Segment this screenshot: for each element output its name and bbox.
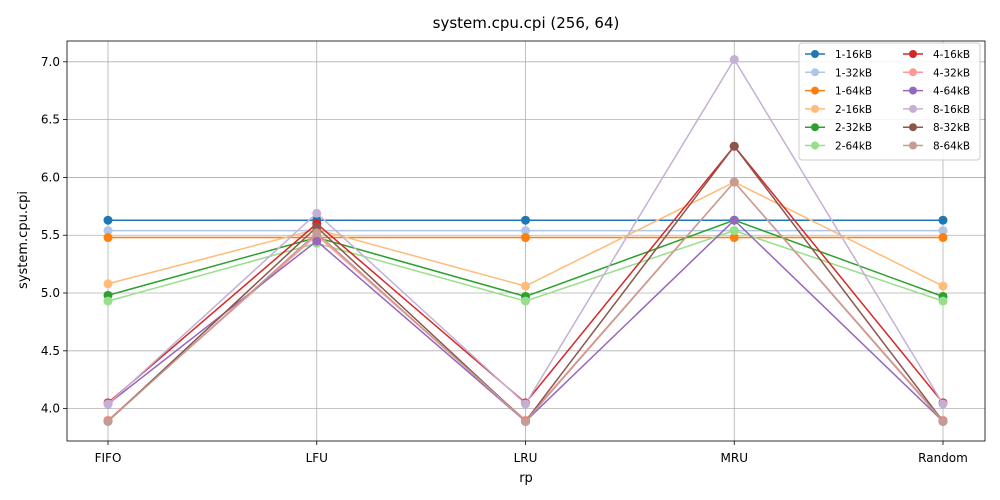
legend-item: 2-32kB <box>805 122 872 134</box>
legend-marker <box>811 50 819 58</box>
x-tick-label: Random <box>918 451 968 465</box>
legend-item: 8-64kB <box>903 141 970 153</box>
y-axis-ticks: 4.0 4.5 5.0 5.5 6.0 6.5 7.0 <box>41 55 67 416</box>
legend-item: 4-64kB <box>903 86 970 98</box>
data-point <box>938 226 948 236</box>
legend-marker <box>909 141 917 150</box>
series-group <box>103 54 948 426</box>
legend-marker <box>909 123 917 132</box>
series-8-64kB <box>103 177 948 426</box>
data-point <box>729 226 739 236</box>
legend-marker <box>811 123 819 132</box>
y-tick-label: 5.5 <box>41 228 60 242</box>
x-axis-ticks: FIFO LFU LRU MRU Random <box>95 441 968 465</box>
data-point <box>521 233 530 243</box>
legend-label: 2-16kB <box>835 104 872 116</box>
data-point <box>729 177 739 187</box>
legend-marker <box>909 68 917 77</box>
x-tick-label: LRU <box>514 451 538 465</box>
data-point <box>729 215 739 225</box>
legend-label: 8-16kB <box>933 104 970 116</box>
chart-title: system.cpu.cpi (256, 64) <box>433 14 620 32</box>
data-point <box>312 228 322 238</box>
legend-item: 1-16kB <box>805 49 872 61</box>
data-point <box>729 141 739 151</box>
legend-label: 2-64kB <box>835 141 872 153</box>
data-point <box>103 416 113 426</box>
legend-item: 2-64kB <box>805 141 872 153</box>
legend-marker <box>909 50 917 58</box>
x-axis-label: rp <box>519 471 533 486</box>
legend-marker <box>909 86 917 95</box>
legend-label: 4-64kB <box>933 86 970 98</box>
data-point <box>521 399 530 409</box>
x-tick-label: LFU <box>306 451 328 465</box>
legend: 1-16kB 1-32kB 1-64kB 2-16kB 2-32kB 2-64kB 4-16… <box>798 42 981 161</box>
y-tick-label: 4.0 <box>41 402 60 416</box>
y-tick-label: 5.0 <box>41 286 60 300</box>
data-point <box>729 54 739 64</box>
data-point <box>938 416 948 426</box>
legend-label: 1-64kB <box>835 86 872 98</box>
data-point <box>312 236 322 246</box>
y-tick-label: 7.0 <box>41 55 60 69</box>
data-point <box>521 226 530 236</box>
data-point <box>521 296 530 306</box>
legend-label: 2-32kB <box>835 122 872 134</box>
data-point <box>103 233 113 243</box>
data-point <box>103 226 113 236</box>
legend-label: 1-32kB <box>835 67 872 79</box>
legend-label: 8-32kB <box>933 122 970 134</box>
legend-marker <box>811 104 819 113</box>
legend-item: 8-32kB <box>903 122 970 134</box>
legend-label: 4-32kB <box>933 67 970 79</box>
y-tick-label: 6.0 <box>41 170 60 184</box>
data-point <box>938 233 948 243</box>
data-point <box>521 416 530 426</box>
y-axis-label: system.cpu.cpi <box>16 191 31 289</box>
data-point <box>521 215 530 225</box>
data-point <box>938 399 948 409</box>
legend-marker <box>811 86 819 95</box>
data-point <box>938 215 948 225</box>
legend-marker <box>811 141 819 150</box>
x-tick-label: FIFO <box>95 451 122 465</box>
data-point <box>103 399 113 409</box>
legend-item: 4-16kB <box>903 49 970 61</box>
legend-item: 4-32kB <box>903 67 970 79</box>
legend-box <box>798 42 981 161</box>
data-point <box>103 296 113 306</box>
legend-item: 1-64kB <box>805 86 872 98</box>
data-point <box>938 281 948 291</box>
legend-item: 1-32kB <box>805 67 872 79</box>
legend-item: 8-16kB <box>903 104 970 116</box>
legend-item: 2-16kB <box>805 104 872 116</box>
data-point <box>312 208 322 218</box>
legend-marker <box>811 68 819 77</box>
x-tick-label: MRU <box>721 451 748 465</box>
data-point <box>103 215 113 225</box>
legend-marker <box>909 104 917 113</box>
series-8-16kB <box>103 54 948 409</box>
data-point <box>938 296 948 306</box>
y-tick-label: 4.5 <box>41 344 60 358</box>
plot-frame <box>66 40 986 442</box>
data-point <box>729 233 739 243</box>
legend-label: 1-16kB <box>835 49 872 61</box>
data-point <box>103 279 113 289</box>
legend-label: 4-16kB <box>933 49 970 61</box>
data-point <box>521 281 530 291</box>
legend-label: 8-64kB <box>933 141 970 153</box>
y-tick-label: 6.5 <box>41 113 60 127</box>
